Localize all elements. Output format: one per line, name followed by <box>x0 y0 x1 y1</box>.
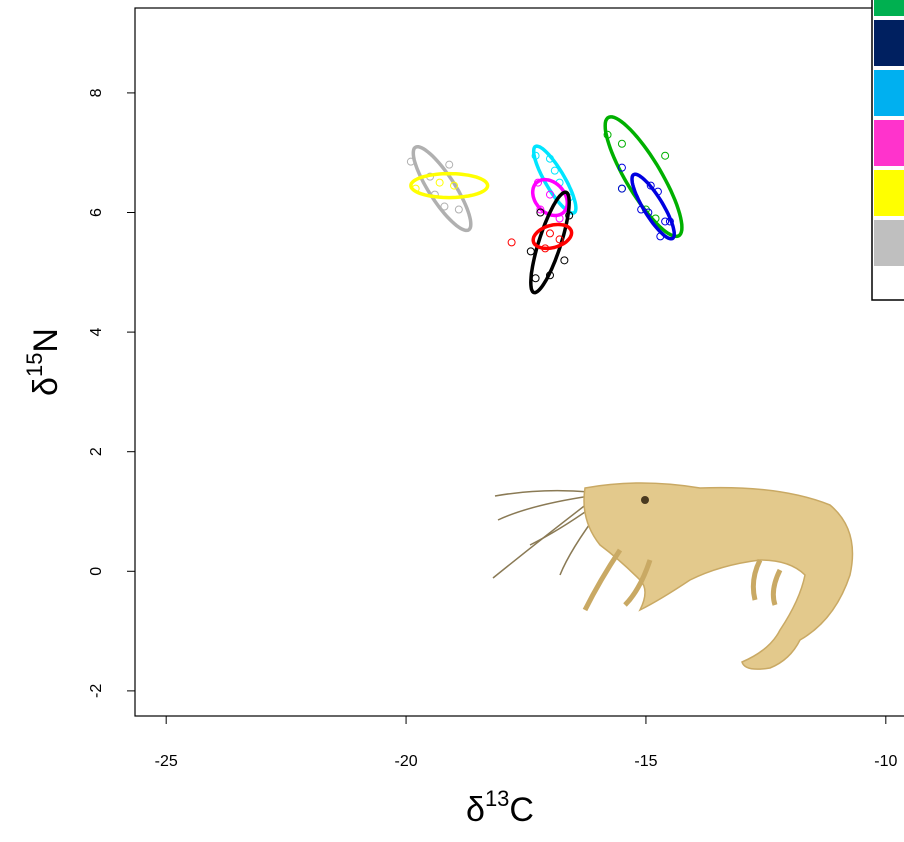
shrimp-illustration <box>493 483 853 669</box>
point <box>441 203 448 210</box>
legend-swatch <box>874 120 904 166</box>
y-tick-label: 2 <box>88 447 105 456</box>
x-tick-label: -15 <box>634 753 657 770</box>
legend-swatch <box>874 220 904 266</box>
y-tick-label: -2 <box>88 684 105 698</box>
point <box>436 179 443 186</box>
point <box>455 206 462 213</box>
plot-frame <box>135 8 904 716</box>
legend-swatch <box>874 20 904 66</box>
point <box>532 275 539 282</box>
point <box>546 230 553 237</box>
chart: δ13C δ15N -25-20-15-10-202468 <box>0 0 904 842</box>
point <box>662 152 669 159</box>
ellipse <box>413 147 471 231</box>
y-tick-label: 8 <box>88 88 105 97</box>
point <box>508 239 515 246</box>
y-tick-label: 4 <box>88 328 105 337</box>
legend-swatch <box>874 70 904 116</box>
point <box>551 167 558 174</box>
point <box>618 185 625 192</box>
x-axis-label: δ13C <box>466 786 534 829</box>
y-tick-label: 6 <box>88 208 105 217</box>
point <box>618 140 625 147</box>
point <box>561 257 568 264</box>
x-label-sup: 13 <box>485 786 509 811</box>
x-tick-label: -10 <box>874 753 897 770</box>
x-tick-label: -20 <box>394 753 417 770</box>
y-label-sup: 15 <box>22 353 47 377</box>
y-label-symbol: δ <box>27 377 65 396</box>
point <box>446 161 453 168</box>
point <box>527 248 534 255</box>
y-tick-label: 0 <box>88 567 105 576</box>
y-axis-label: δ15N <box>22 328 65 396</box>
legend-swatch <box>874 170 904 216</box>
x-tick-label: -25 <box>155 753 178 770</box>
y-label-main: N <box>27 328 65 353</box>
x-label-main: C <box>509 791 534 829</box>
legend-swatch <box>874 0 904 16</box>
x-label-symbol: δ <box>466 791 485 829</box>
